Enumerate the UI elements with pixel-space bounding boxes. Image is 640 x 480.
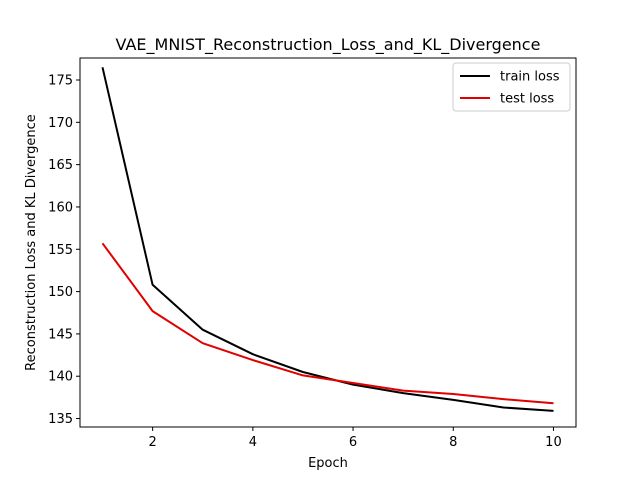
legend: train loss test loss bbox=[452, 62, 571, 112]
legend-label: test loss bbox=[500, 92, 554, 107]
y-tick-label: 155 bbox=[48, 243, 73, 258]
x-axis-label: Epoch bbox=[308, 456, 348, 471]
plot-frame bbox=[79, 57, 577, 428]
x-tick-label: 8 bbox=[449, 435, 457, 450]
y-tick-label: 135 bbox=[48, 412, 73, 427]
y-tick-label: 150 bbox=[48, 285, 73, 300]
y-tick-label: 175 bbox=[48, 74, 73, 89]
chart-title: VAE_MNIST_Reconstruction_Loss_and_KL_Div… bbox=[116, 35, 541, 55]
y-tick-label: 140 bbox=[48, 370, 73, 385]
series-line-test-loss bbox=[101, 242, 554, 405]
y-tick-label: 160 bbox=[48, 200, 73, 215]
x-tick-label: 2 bbox=[149, 435, 157, 450]
y-tick-label: 165 bbox=[48, 158, 73, 173]
x-tick-label: 4 bbox=[249, 435, 257, 450]
y-tick-label: 170 bbox=[48, 116, 73, 131]
x-tick-label: 6 bbox=[349, 435, 357, 450]
y-axis-label: Reconstruction Loss and KL Divergence bbox=[24, 114, 39, 371]
y-tick-label: 145 bbox=[48, 327, 73, 342]
x-tick-label: 10 bbox=[545, 435, 562, 450]
legend-label: train loss bbox=[500, 70, 560, 85]
